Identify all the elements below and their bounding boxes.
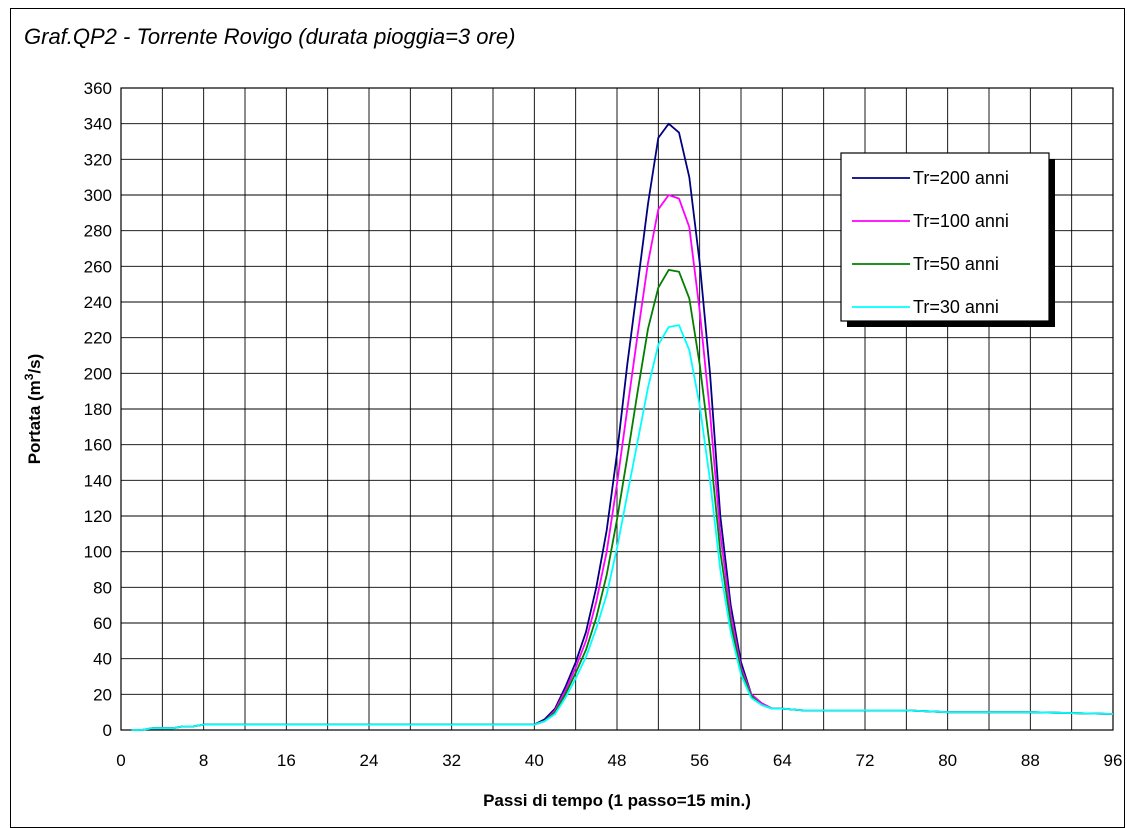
y-axis-label-tail: /s): [25, 354, 44, 374]
x-tick-label: 56: [690, 751, 709, 770]
y-tick-label: 200: [84, 364, 112, 383]
y-tick-label: 100: [84, 543, 112, 562]
y-tick-label: 220: [84, 329, 112, 348]
y-tick-label: 140: [84, 471, 112, 490]
y-axis-label-main: Portata (m: [25, 380, 44, 464]
legend-box: [840, 152, 1050, 322]
x-tick-label: 16: [277, 751, 296, 770]
x-tick-label: 88: [1021, 751, 1040, 770]
y-tick-label: 320: [84, 150, 112, 169]
series-line-4: [131, 324, 1114, 731]
y-tick-label: 40: [93, 650, 112, 669]
legend: Tr=200 anni Tr=100 anni Tr=50 anni Tr=30 an…: [840, 152, 1055, 327]
y-tick-label: 60: [93, 614, 112, 633]
y-tick-label: 340: [84, 115, 112, 134]
y-tick-label: 360: [84, 79, 112, 98]
x-tick-label: 8: [199, 751, 208, 770]
x-tick-label: 40: [525, 751, 544, 770]
y-tick-label: 20: [93, 685, 112, 704]
legend-label: Tr=30 anni: [913, 297, 999, 317]
y-tick-label: 280: [84, 222, 112, 241]
y-tick-label: 260: [84, 257, 112, 276]
x-tick-label: 80: [938, 751, 957, 770]
x-tick-label: 24: [360, 751, 379, 770]
y-tick-label: 120: [84, 507, 112, 526]
tick-labels: 0204060801001201401601802002202402602803…: [84, 79, 1123, 770]
legend-items: Tr=200 anni Tr=100 anni Tr=50 anni Tr=30 an…: [852, 168, 1009, 317]
series-layer: [131, 122, 1114, 731]
y-tick-label: 80: [93, 578, 112, 597]
x-tick-label: 48: [608, 751, 627, 770]
y-axis-label-sup: 3: [22, 373, 36, 380]
x-tick-label: 0: [116, 751, 125, 770]
legend-label: Tr=200 anni: [913, 168, 1009, 188]
y-tick-label: 240: [84, 293, 112, 312]
y-tick-label: 180: [84, 400, 112, 419]
x-axis-label: Passi di tempo (1 passo=15 min.): [483, 791, 751, 810]
y-tick-label: 0: [103, 721, 112, 740]
legend-label: Tr=50 anni: [913, 254, 999, 274]
x-tick-label: 96: [1104, 751, 1123, 770]
y-axis-label: Portata (m3/s): [22, 354, 44, 465]
x-tick-label: 64: [773, 751, 792, 770]
y-tick-label: 300: [84, 186, 112, 205]
x-tick-label: 72: [856, 751, 875, 770]
y-tick-label: 160: [84, 436, 112, 455]
legend-label: Tr=100 anni: [913, 211, 1009, 231]
x-tick-label: 32: [442, 751, 461, 770]
chart-title: Graf.QP2 - Torrente Rovigo (durata piogg…: [24, 24, 516, 49]
